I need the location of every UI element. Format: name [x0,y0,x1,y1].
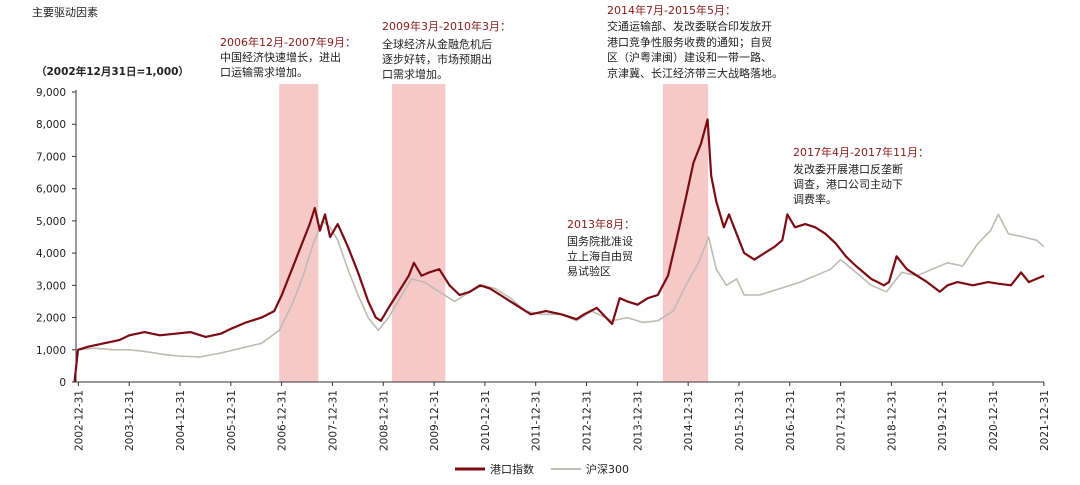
y-tick-label: 0 [59,377,66,389]
x-tick-label: 2002-12-31 [73,390,85,451]
annotation-line: 逐步好转，市场预期出 [382,52,492,66]
legend-label-port: 港口指数 [490,462,534,476]
series-line-hs300 [77,213,1045,358]
annotation-line: 发改委开展港口反垄断 [793,162,903,176]
legend: 港口指数 沪深300 [455,462,629,476]
x-tick-label: 2006-12-31 [277,390,289,451]
y-tick-label: 1,000 [36,345,66,357]
x-tick-label: 2015-12-31 [734,390,746,451]
annotation-2009: 2009年3月-2010年3月： 全球经济从金融危机后 逐步好转，市场预期出 口… [382,19,511,81]
x-tick-label: 2018-12-31 [886,390,898,451]
annotation-2006: 2006年12月-2007年9月： 中国经济快速增长，进出 口运输需求增加。 [220,35,356,79]
x-tick-label: 2009-12-31 [429,390,441,451]
x-tick-label: 2004-12-31 [175,390,187,451]
x-axis: 2002-12-31 2003-12-31 2004-12-31 2005-12-31… [73,381,1051,451]
x-tick-label: 2013-12-31 [632,390,644,451]
x-tick-label: 2014-12-31 [683,390,695,451]
shaded-period-2 [662,84,709,382]
annotation-2014: 2014年7月-2015年5月： 交通运输部、发改委联合印发放开 港口竞争性服务… [607,3,783,80]
x-tick-label: 2003-12-31 [124,390,136,451]
annotation-title: 2017年4月-2017年11月： [793,145,929,159]
x-tick-label: 2011-12-31 [531,390,543,451]
annotation-line: 国务院批准设 [567,234,633,248]
y-tick-label: 4,000 [36,248,66,260]
series-lines [73,118,1045,383]
chart-title: 主要驱动因素 [32,6,98,19]
x-tick-label: 2010-12-31 [480,390,492,451]
x-tick-label: 2021-12-31 [1039,390,1051,451]
annotation-title: 2009年3月-2010年3月： [382,19,511,33]
x-tick-label: 2005-12-31 [226,390,238,451]
x-tick-label: 2020-12-31 [988,390,1000,451]
x-tick-label: 2016-12-31 [785,390,797,451]
x-tick-label: 2008-12-31 [378,390,390,451]
annotation-title: 2013年8月： [567,217,635,231]
annotation-2013: 2013年8月： 国务院批准设 立上海自由贸 易试验区 [567,217,635,278]
y-tick-label: 5,000 [36,216,66,228]
legend-label-hs300: 沪深300 [586,462,629,476]
annotation-line: 立上海自由贸 [567,249,633,263]
annotation-line: 全球经济从金融危机后 [382,37,492,51]
annotation-line: 易试验区 [567,264,611,278]
series-line-port [73,118,1045,383]
annotation-line: 港口竞争性服务收费的通知；自贸 [607,35,772,49]
annotation-title: 2006年12月-2007年9月： [220,35,356,49]
x-tick-label: 2017-12-31 [836,390,848,451]
annotation-line: 交通运输部、发改委联合印发放开 [607,19,772,33]
y-tick-label: 2,000 [36,313,66,325]
shaded-period-0 [279,84,319,382]
annotation-line: 京津冀、长江经济带三大战略落地。 [607,66,783,80]
y-tick-label: 8,000 [36,119,66,131]
y-axis-label: （2002年12月31日=1,000） [36,65,189,78]
x-tick-label: 2012-12-31 [582,390,594,451]
annotation-2017: 2017年4月-2017年11月： 发改委开展港口反垄断 调查，港口公司主动下 … [793,145,929,206]
x-tick-label: 2007-12-31 [327,390,339,451]
annotation-line: 中国经济快速增长，进出 [220,50,341,64]
y-tick-label: 6,000 [36,184,66,196]
shaded-period-1 [392,84,446,382]
y-axis: 0 1,000 2,000 3,000 4,000 5,000 6,000 7,000 8,00… [36,87,77,389]
y-tick-label: 7,000 [36,151,66,163]
annotation-line: 口运输需求增加。 [220,65,308,79]
y-tick-label: 3,000 [36,280,66,292]
x-tick-label: 2019-12-31 [937,390,949,451]
annotation-title: 2014年7月-2015年5月： [607,3,736,17]
y-tick-label: 9,000 [36,87,66,99]
annotation-line: 调费率。 [793,192,837,206]
shaded-periods [279,84,709,382]
annotation-line: 口需求增加。 [382,67,448,81]
annotation-line: 区（沪粤津闽）建设和一带一路、 [607,50,772,64]
annotation-line: 调查，港口公司主动下 [793,177,903,191]
